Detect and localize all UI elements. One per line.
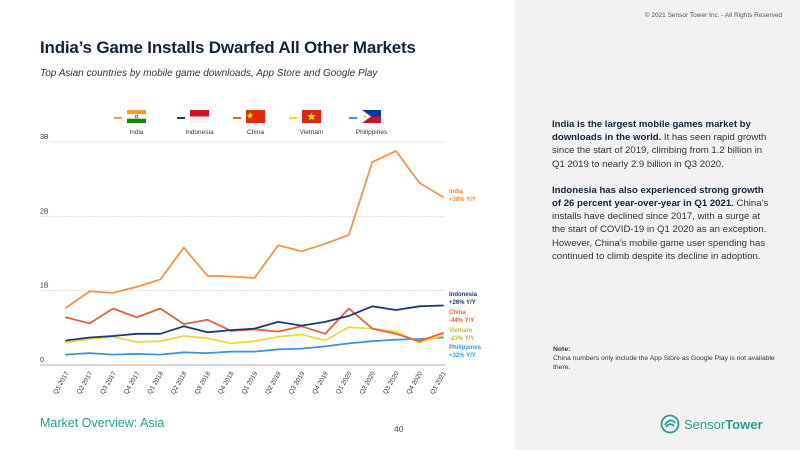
sensor-tower-logo-icon <box>660 414 680 434</box>
philippines-flag-icon <box>362 110 381 123</box>
end-label-name: China <box>449 310 466 316</box>
footnote: Note: China numbers only include the App… <box>553 345 778 372</box>
summary-text: India is the largest mobile games market… <box>552 118 770 276</box>
series-line-india <box>65 149 444 309</box>
insight-panel <box>515 0 800 450</box>
end-label-change: -21% Y/Y <box>449 336 474 342</box>
logo-word-2: Tower <box>725 416 763 432</box>
y-tick-label: 3B <box>40 134 49 141</box>
x-tick-label: Q3 2019 <box>288 370 307 395</box>
vietnam-flag-icon <box>302 110 321 123</box>
china-flag-icon <box>246 110 265 123</box>
logo-text: SensorTower <box>684 417 763 432</box>
summary-1-bold: India is the largest mobile games market… <box>552 119 751 144</box>
copyright-text: © 2021 Sensor Tower Inc. - All Rights Re… <box>644 12 782 19</box>
end-label-name: India <box>449 189 464 195</box>
chart-panel <box>0 0 515 450</box>
page-number: 40 <box>394 424 404 434</box>
y-tick-label: 2B <box>40 208 49 215</box>
end-label-change: +26% Y/Y <box>449 300 476 306</box>
x-tick-label: Q2 2019 <box>264 370 283 395</box>
legend-label: China <box>247 129 264 136</box>
y-tick-label: 0 <box>40 357 44 364</box>
summary-2-rest: China’s installs have declined since 201… <box>552 198 769 262</box>
note-text: China numbers only include the App Store… <box>553 355 775 371</box>
summary-paragraph-1: India is the largest mobile games market… <box>552 118 770 171</box>
series-line-china <box>65 307 444 343</box>
x-tick-label: Q2 2018 <box>170 370 189 395</box>
legend-label: India <box>129 129 143 136</box>
legend-label: Philippines <box>356 129 388 136</box>
series-line-philippines <box>65 336 444 356</box>
page-title: India’s Game Installs Dwarfed All Other … <box>40 38 416 57</box>
summary-paragraph-2: Indonesia has also experienced strong gr… <box>552 184 770 263</box>
x-tick-label: Q1 2021 <box>429 370 448 395</box>
end-label-change: +32% Y/Y <box>449 353 476 359</box>
x-tick-label: Q4 2019 <box>311 370 330 395</box>
legend-label: Indonesia <box>185 129 214 136</box>
section-label: Market Overview: Asia <box>40 416 165 430</box>
summary-1-rest: It has seen rapid growth since the start… <box>552 132 767 170</box>
x-tick-label: Q2 2020 <box>359 370 378 395</box>
x-tick-label: Q3 2018 <box>194 370 213 395</box>
y-tick-label: 1B <box>40 283 49 290</box>
end-label-change: +38% Y/Y <box>449 197 476 203</box>
x-tick-label: Q3 2020 <box>382 370 401 395</box>
indonesia-flag-icon <box>190 110 209 123</box>
india-flag-icon <box>127 110 146 123</box>
x-tick-label: Q1 2019 <box>241 370 260 395</box>
x-tick-label: Q4 2017 <box>123 370 142 395</box>
summary-2-bold: Indonesia has also experienced strong gr… <box>552 184 764 210</box>
end-label-name: Philippines <box>449 345 482 351</box>
note-label: Note: <box>553 346 571 353</box>
x-tick-label: Q4 2020 <box>406 370 425 395</box>
end-label-name: Indonesia <box>449 292 478 298</box>
page-subtitle: Top Asian countries by mobile game downl… <box>40 68 378 79</box>
legend-label: Vietnam <box>300 129 324 136</box>
end-label-name: Vietnam <box>449 328 472 334</box>
x-tick-label: Q1 2018 <box>146 370 165 395</box>
series-line-indonesia <box>65 304 444 342</box>
x-tick-label: Q4 2018 <box>217 370 236 395</box>
end-label-change: -44% Y/Y <box>449 318 474 324</box>
logo-word-1: Sensor <box>684 416 726 432</box>
x-tick-label: Q3 2017 <box>99 370 118 395</box>
x-tick-label: Q1 2017 <box>52 370 71 395</box>
x-tick-label: Q1 2020 <box>335 370 354 395</box>
sensor-tower-logo: SensorTower <box>660 414 763 434</box>
x-tick-label: Q2 2017 <box>76 370 95 395</box>
